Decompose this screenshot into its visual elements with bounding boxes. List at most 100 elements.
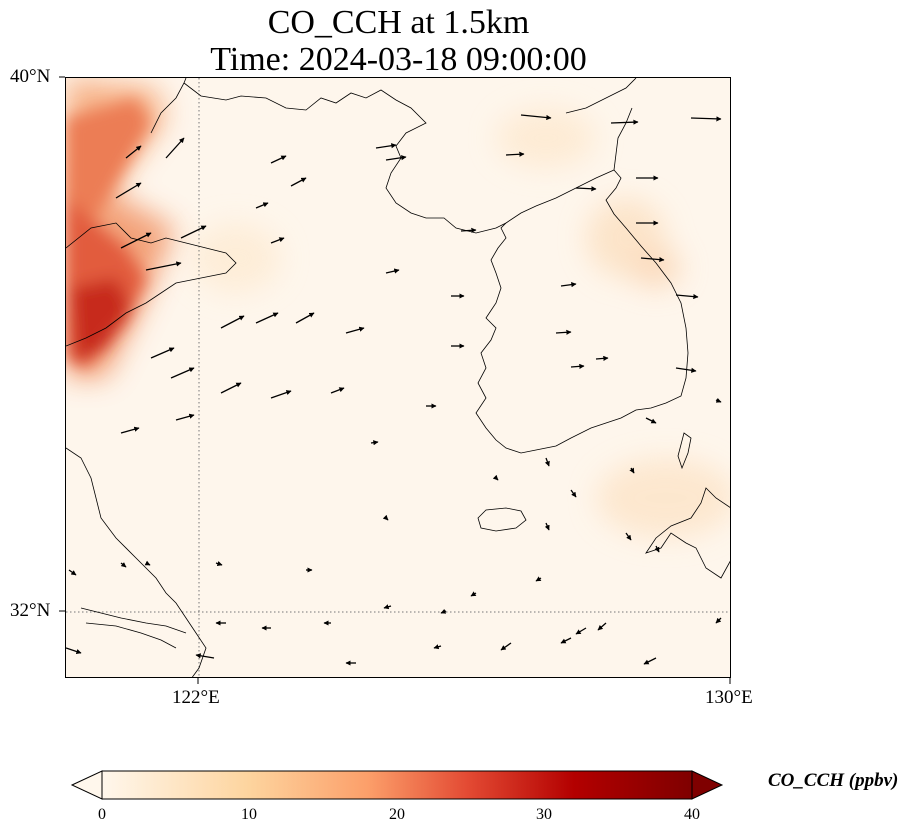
colorbar-label: CO_CCH (ppbv) [768, 770, 899, 791]
wind-vector-arrow [175, 413, 195, 421]
wind-vector-arrow [654, 545, 660, 553]
plume-core [71, 278, 131, 363]
wind-vector-arrow [470, 591, 477, 597]
map-canvas [66, 78, 730, 677]
patch-southeast [596, 458, 730, 538]
wind-vector-arrow [575, 627, 587, 635]
wind-vector-arrow [440, 608, 447, 614]
patch-korea-east [631, 248, 681, 288]
wind-vector-arrow [570, 363, 585, 369]
wind-vector-arrow [180, 225, 207, 239]
wind-vector-arrow [625, 532, 632, 541]
coast-korea [475, 169, 689, 454]
wind-vector-arrow [215, 561, 223, 566]
colorbar-extend-min [70, 770, 103, 800]
wind-vector-arrow [120, 562, 127, 568]
wind-vector-arrow [690, 116, 722, 122]
wind-vector-arrow [330, 387, 345, 394]
wind-vector-arrow [520, 114, 552, 121]
colorbar-tick-40: 40 [684, 806, 700, 823]
plot-title-line1: CO_CCH at 1.5km [267, 4, 530, 41]
wind-vector-arrow [383, 604, 392, 610]
coast-korea-north [565, 78, 637, 171]
wind-vector-arrow [595, 355, 609, 361]
wind-vector-arrow [610, 119, 639, 125]
wind-vector-arrow [505, 151, 525, 157]
wind-vector-arrow [144, 560, 151, 566]
colorbar-tick-10: 10 [241, 806, 257, 823]
colorbar-tick-0: 0 [98, 806, 106, 823]
colorbar-tick-30: 30 [536, 806, 552, 823]
wind-vector-arrow [195, 653, 215, 659]
x-tick-label-130e: 130°E [705, 687, 753, 708]
colorbar-tick-20: 20 [389, 806, 405, 823]
wind-vector-arrow [295, 312, 315, 324]
wind-vector-arrow [115, 182, 142, 199]
wind-vector-arrow [375, 143, 397, 149]
x-tick-label-122e: 122°E [172, 687, 220, 708]
wind-vector-arrow [220, 315, 245, 329]
wind-vector-arrow [560, 637, 572, 644]
wind-vector-arrow [433, 644, 442, 650]
colorbar-gradient [101, 770, 693, 800]
wind-vector-arrow [255, 312, 279, 324]
wind-vector-arrow [385, 155, 407, 161]
wind-vector-arrow [555, 329, 572, 335]
wind-vector-arrow [125, 145, 142, 159]
wind-vector-arrow [382, 514, 389, 521]
wind-vector-arrow [675, 293, 699, 300]
wind-vector-arrow [150, 347, 175, 359]
y-tick-label-40n: 40°N [10, 66, 51, 87]
wind-vector-arrow [290, 177, 307, 187]
coastlines [66, 78, 730, 677]
wind-vector-arrow [145, 261, 182, 271]
coast-kyushu [645, 487, 730, 579]
coast-jeju [477, 507, 527, 532]
wind-vector-arrow [385, 268, 400, 274]
plot-title-line2: Time: 2024-03-18 09:00:00 [210, 41, 587, 78]
wind-vector-arrow [645, 417, 657, 424]
wind-vector-arrow [270, 155, 287, 164]
map-panel [65, 77, 731, 678]
wind-vector-arrow [715, 617, 722, 624]
wind-vector-arrow [170, 367, 195, 379]
wind-vector-arrow [500, 642, 512, 651]
coast-china-east [66, 447, 207, 677]
wind-vector-arrow [597, 622, 607, 631]
wind-vectors [66, 114, 722, 666]
colorbar [70, 770, 730, 807]
wind-vector-arrow [675, 367, 697, 373]
colorbar-extend-max [691, 770, 724, 800]
wind-vector-arrow [220, 382, 242, 394]
coast-tsushima [677, 432, 692, 470]
patch-yellow-sea-nw [191, 223, 281, 293]
coast-liaodong [150, 78, 507, 234]
coast-yangtze [80, 607, 187, 649]
wind-vector-arrow [544, 457, 550, 467]
y-tick-label-32n: 32°N [10, 600, 51, 621]
wind-vector-arrow [629, 467, 635, 474]
wind-vector-arrow [544, 522, 550, 531]
wind-vector-arrow [255, 202, 269, 209]
wind-vector-arrow [643, 657, 657, 665]
wind-vector-arrow [345, 326, 365, 334]
wind-vector-arrow [165, 137, 185, 159]
wind-vector-arrow [68, 569, 77, 576]
wind-vector-arrow [270, 237, 285, 244]
wind-vector-arrow [120, 426, 140, 434]
wind-vector-arrow [370, 440, 379, 446]
wind-vector-arrow [66, 647, 82, 654]
coast-shandong [66, 222, 237, 347]
gridlines [66, 78, 730, 677]
wind-vector-arrow [535, 576, 542, 582]
wind-vector-arrow [120, 232, 152, 249]
wind-vector-arrow [715, 397, 722, 403]
wind-vector-arrow [575, 186, 597, 192]
wind-vector-arrow [640, 257, 665, 263]
wind-vector-arrow [492, 474, 499, 481]
colorbar-svg [70, 770, 724, 800]
wind-vector-arrow [570, 489, 577, 498]
wind-vector-arrow [560, 282, 577, 288]
wind-vector-arrow [270, 390, 292, 399]
